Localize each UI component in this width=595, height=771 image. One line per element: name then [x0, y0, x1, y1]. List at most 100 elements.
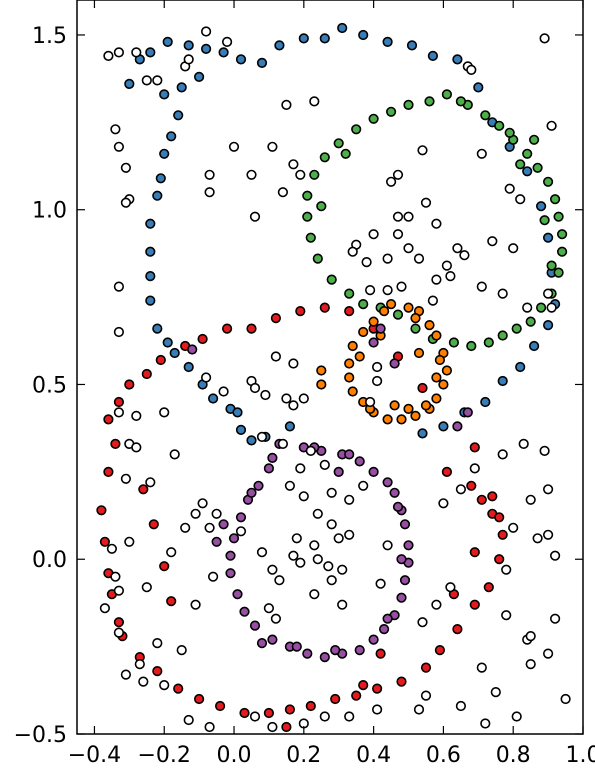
data-point: [427, 295, 439, 306]
data-point: [476, 662, 487, 673]
data-point: [187, 344, 198, 355]
data-point: [497, 449, 508, 460]
data-point: [110, 571, 121, 582]
data-point: [110, 438, 121, 450]
data-point: [452, 421, 463, 432]
data-point: [183, 40, 194, 51]
data-point: [162, 337, 173, 348]
data-point: [392, 309, 404, 320]
data-point: [494, 512, 505, 523]
data-point: [452, 623, 463, 635]
data-point: [515, 159, 526, 170]
data-point: [319, 302, 330, 313]
data-point: [522, 148, 533, 159]
data-point: [316, 365, 327, 376]
x-tick-label: 0.2: [286, 743, 321, 768]
data-point: [375, 323, 386, 334]
data-point: [365, 285, 376, 296]
data-point: [120, 162, 131, 173]
data-point: [511, 323, 522, 334]
data-point: [542, 484, 554, 495]
data-point: [462, 407, 473, 418]
data-point: [333, 138, 344, 149]
data-point: [375, 648, 386, 659]
data-point: [354, 456, 365, 467]
data-point: [403, 211, 414, 222]
data-point: [263, 463, 275, 474]
data-point: [358, 679, 369, 691]
series-5: [99, 26, 571, 733]
data-point: [302, 190, 313, 201]
data-point: [553, 211, 564, 222]
data-point: [392, 501, 404, 512]
data-point: [542, 232, 554, 243]
data-point: [249, 211, 261, 222]
data-point: [560, 693, 571, 705]
data-point: [494, 554, 505, 565]
data-point: [445, 271, 456, 282]
data-point: [316, 379, 327, 390]
data-point: [542, 176, 554, 187]
data-point: [528, 134, 540, 145]
data-point: [330, 644, 341, 656]
data-point: [542, 320, 554, 331]
data-point: [344, 306, 355, 317]
data-point: [141, 368, 152, 380]
data-point: [525, 630, 536, 642]
data-point: [445, 582, 456, 593]
data-point: [159, 679, 170, 691]
data-point: [204, 169, 215, 180]
data-point: [201, 43, 212, 55]
data-point: [494, 120, 505, 131]
data-point: [145, 47, 156, 58]
data-point: [246, 323, 257, 334]
data-point: [145, 218, 156, 229]
data-point: [113, 326, 124, 338]
data-point: [176, 644, 187, 656]
data-point: [256, 431, 268, 443]
data-point: [267, 721, 278, 733]
data-point: [431, 372, 442, 383]
data-point: [288, 159, 299, 170]
data-point: [183, 361, 194, 373]
data-point: [218, 519, 229, 530]
data-point: [312, 554, 323, 565]
x-tick-label: −0.4: [68, 743, 121, 768]
data-point: [382, 36, 393, 48]
data-point: [302, 211, 313, 222]
data-point: [361, 257, 372, 268]
data-point: [190, 599, 201, 610]
data-point: [549, 613, 561, 624]
data-point: [424, 96, 435, 107]
data-point: [120, 197, 131, 208]
data-point: [295, 463, 306, 474]
data-point: [497, 375, 508, 387]
data-point: [319, 152, 330, 163]
data-point: [113, 407, 124, 418]
data-point: [522, 166, 533, 177]
data-point: [556, 229, 568, 240]
data-point: [166, 596, 177, 607]
data-point: [211, 508, 222, 519]
data-point: [358, 29, 369, 41]
data-point: [441, 260, 453, 271]
data-point: [256, 57, 268, 69]
data-point: [392, 229, 404, 240]
data-point: [194, 71, 205, 82]
data-point: [441, 466, 453, 478]
data-point: [476, 148, 487, 159]
data-point: [386, 299, 397, 310]
data-point: [323, 561, 334, 572]
data-point: [99, 536, 110, 547]
data-point: [113, 47, 124, 58]
data-point: [263, 707, 275, 719]
x-tick-label: 0.4: [356, 743, 391, 768]
data-point: [386, 176, 397, 187]
data-point: [431, 330, 442, 341]
data-point: [305, 232, 316, 243]
data-point: [368, 466, 379, 478]
data-point: [417, 428, 428, 439]
data-point: [208, 571, 219, 582]
data-point: [190, 508, 201, 519]
data-point: [469, 463, 480, 474]
